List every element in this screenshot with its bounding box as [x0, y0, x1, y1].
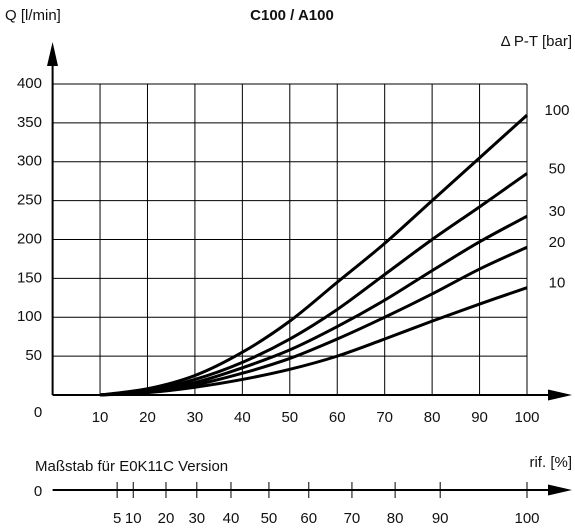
- x-tick-label: 30: [187, 409, 204, 426]
- series-label: 50: [549, 160, 566, 177]
- scale-tick-label: 100: [514, 510, 539, 527]
- scale-tick-label: 10: [125, 510, 142, 527]
- curve: [99, 172, 528, 397]
- curve: [99, 286, 528, 397]
- x-tick-label: 90: [471, 409, 488, 426]
- scale-tick-label: 70: [344, 510, 361, 527]
- y-tick-label: 350: [17, 114, 42, 131]
- y-tick-label: 250: [17, 192, 42, 209]
- x-tick-label: 60: [329, 409, 346, 426]
- scale-tick-label: 30: [188, 510, 205, 527]
- x-tick-label: 50: [281, 409, 298, 426]
- legend-title: Δ P-T [bar]: [501, 33, 572, 50]
- scale-arrow: [548, 484, 572, 496]
- series-label: 30: [549, 203, 566, 220]
- curve: [99, 113, 529, 397]
- series-label: 20: [549, 234, 566, 251]
- y-tick-label: 400: [17, 75, 42, 92]
- x-tick-label: 20: [139, 409, 156, 426]
- x-tick-label: 80: [424, 409, 441, 426]
- curve: [99, 245, 528, 397]
- y-tick-label: 100: [17, 308, 42, 325]
- y-tick-label: 200: [17, 230, 42, 247]
- x-axis-arrow: [548, 389, 572, 401]
- scale-tick-label: 80: [387, 510, 404, 527]
- scale-tick-label: 20: [158, 510, 175, 527]
- scale-tick-label: 60: [300, 510, 317, 527]
- x-tick-label: 10: [92, 409, 109, 426]
- scale-tick-label: 5: [113, 510, 121, 527]
- scale-tick-label: 90: [432, 510, 449, 527]
- y-tick-label: 150: [17, 269, 42, 286]
- y-axis-arrow: [47, 42, 58, 66]
- origin-label: 0: [34, 404, 42, 421]
- scale-tick-label: 50: [261, 510, 278, 527]
- y-axis-label: Q [l/min]: [5, 7, 61, 24]
- series-label: 10: [549, 275, 566, 292]
- scale-label: Maßstab für E0K11C Version: [35, 458, 228, 475]
- x-tick-label: 70: [376, 409, 393, 426]
- y-tick-label: 300: [17, 153, 42, 170]
- scale-tick-label: 40: [223, 510, 240, 527]
- x-axis-label: rif. [%]: [529, 454, 572, 471]
- scale-origin: 0: [34, 483, 42, 500]
- chart-title: C100 / A100: [250, 7, 334, 24]
- x-tick-label: 40: [234, 409, 251, 426]
- x-tick-label: 100: [514, 409, 539, 426]
- curve: [99, 214, 528, 397]
- series-label: 100: [544, 102, 569, 119]
- y-tick-label: 50: [25, 347, 42, 364]
